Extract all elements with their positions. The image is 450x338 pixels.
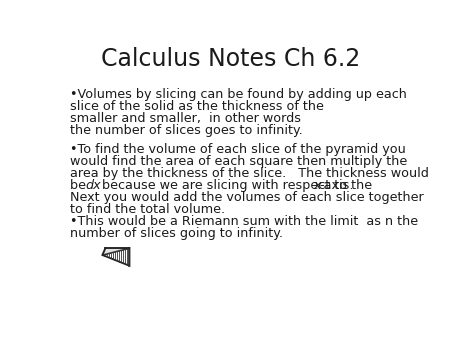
Text: slice of the solid as the thickness of the: slice of the solid as the thickness of t… xyxy=(70,100,324,113)
Text: number of slices going to infinity.: number of slices going to infinity. xyxy=(70,226,283,240)
Text: be: be xyxy=(70,179,90,192)
Text: Next you would add the volumes of each slice together: Next you would add the volumes of each s… xyxy=(70,191,424,204)
Text: the number of slices goes to infinity.: the number of slices goes to infinity. xyxy=(70,124,303,137)
Text: to find the total volume.: to find the total volume. xyxy=(70,203,225,216)
Polygon shape xyxy=(102,248,130,255)
Text: x: x xyxy=(313,179,321,192)
Text: •To find the volume of each slice of the pyramid you: •To find the volume of each slice of the… xyxy=(70,143,406,156)
Text: •This would be a Riemann sum with the limit  as n the: •This would be a Riemann sum with the li… xyxy=(70,215,418,227)
Text: •Volumes by slicing can be found by adding up each: •Volumes by slicing can be found by addi… xyxy=(70,88,407,101)
Text: would find the area of each square then multiply the: would find the area of each square then … xyxy=(70,155,407,168)
Text: -axis.: -axis. xyxy=(319,179,354,192)
Text: Calculus Notes Ch 6.2: Calculus Notes Ch 6.2 xyxy=(101,47,360,71)
Text: dx: dx xyxy=(86,179,101,192)
Text: smaller and smaller,  in other words: smaller and smaller, in other words xyxy=(70,112,301,125)
Text: because we are slicing with respect to the: because we are slicing with respect to t… xyxy=(98,179,376,192)
Text: area by the thickness of the slice.   The thickness would: area by the thickness of the slice. The … xyxy=(70,167,429,180)
